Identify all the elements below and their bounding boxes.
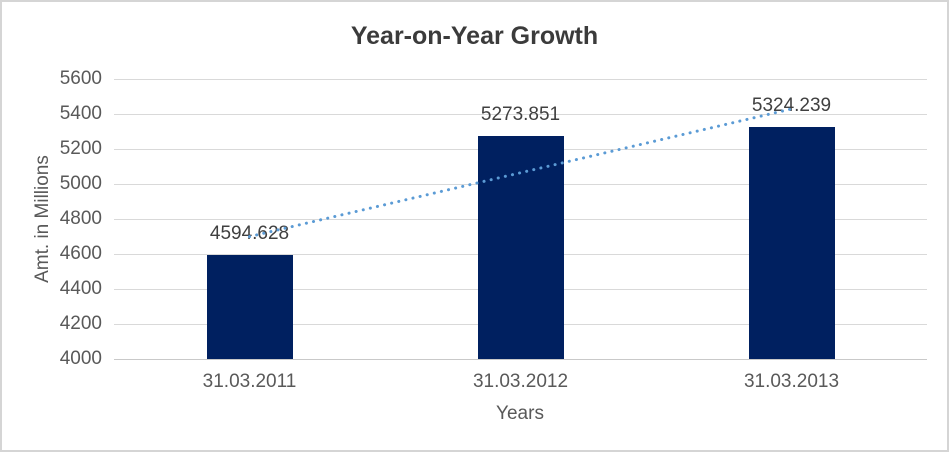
y-tick-label: 5200 [59,138,102,159]
y-tick-label: 4800 [59,208,102,229]
gridline [114,358,927,360]
y-tick-label: 5000 [59,173,102,194]
bar [477,136,564,359]
x-tick-label: 31.03.2012 [472,371,569,392]
y-tick-label: 4600 [59,243,102,264]
y-tick-label: 5400 [59,103,102,124]
data-label: 5324.239 [751,95,832,117]
data-label: 5273.851 [480,104,561,126]
x-axis-title: Years [496,403,544,424]
bar [206,254,293,359]
bar [748,127,835,359]
y-tick-label: 4400 [59,278,102,299]
y-tick-label: 4200 [59,313,102,334]
gridline [114,78,927,80]
x-tick-label: 31.03.2013 [743,371,840,392]
y-tick-label: 4000 [59,348,102,369]
chart-title: Year-on-Year Growth [350,22,599,50]
data-label: 4594.628 [209,222,290,244]
y-tick-label: 5600 [59,68,102,89]
x-tick-label: 31.03.2011 [202,371,297,392]
